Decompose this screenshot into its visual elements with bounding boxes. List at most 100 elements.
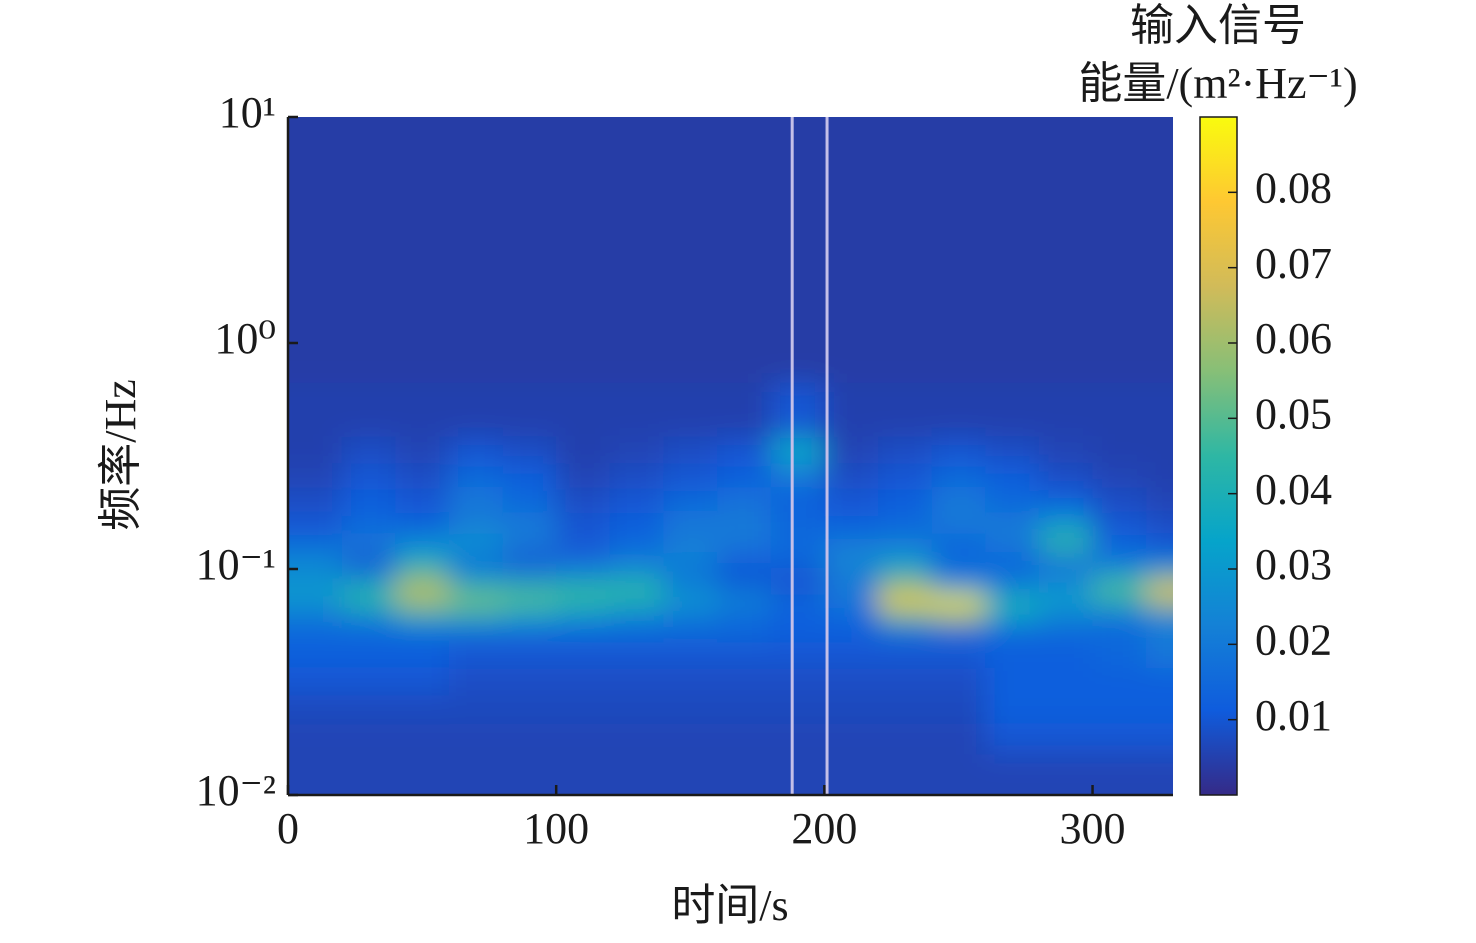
heatmap-cell [288, 607, 343, 624]
heatmap-cell [341, 382, 396, 438]
heatmap-cell [663, 533, 718, 552]
heatmap-cell [556, 594, 611, 609]
heatmap-cell [502, 694, 557, 724]
heatmap-cell [288, 488, 343, 513]
heatmap-cell [717, 274, 772, 383]
heatmap-cell [609, 594, 664, 609]
heatmap-cell [1092, 533, 1147, 552]
heatmap-cell [395, 607, 450, 624]
heatmap-cell [1092, 667, 1147, 696]
heatmap-cell [1092, 488, 1147, 513]
heatmap-cell [878, 667, 933, 696]
heatmap-cell [985, 594, 1040, 609]
heatmap-cell [288, 642, 343, 668]
heatmap-cell [770, 694, 825, 724]
heatmap-cell [663, 463, 718, 489]
heatmap-cell [1146, 607, 1173, 624]
heatmap-cell [824, 533, 879, 552]
heatmap-cell [717, 551, 772, 568]
heatmap-cell [878, 488, 933, 513]
heatmap-cell [288, 753, 343, 795]
heatmap-cell [556, 117, 611, 276]
heatmap-cell [985, 694, 1040, 724]
heatmap-cell [824, 753, 879, 795]
colorbar-title: 能量/(m²·Hz⁻¹) [1078, 59, 1357, 108]
heatmap-cell [448, 753, 504, 795]
heatmap-cell [556, 463, 611, 489]
heatmap-cell [556, 694, 611, 724]
heatmap-cell [878, 642, 933, 668]
heatmap-cell [717, 607, 772, 624]
heatmap-cell [1038, 594, 1094, 609]
heatmap-cell [341, 274, 396, 383]
heatmap-cell [931, 723, 986, 754]
heatmap-cell [770, 436, 825, 465]
heatmap-cell [1038, 667, 1094, 696]
heatmap-cell [502, 667, 557, 696]
heatmap-cell [395, 566, 450, 582]
heatmap-cell [770, 594, 825, 609]
heatmap-cell [1038, 274, 1094, 383]
heatmap-cell [1038, 382, 1094, 438]
heatmap-cell [609, 274, 664, 383]
heatmap-cell [663, 117, 718, 276]
heatmap-cell [663, 723, 718, 754]
heatmap-cell [931, 694, 986, 724]
heatmap-cell [1146, 463, 1173, 489]
heatmap-cell [663, 551, 718, 568]
heatmap-cell [609, 436, 664, 465]
heatmap-cell [288, 723, 343, 754]
overlay: 0 100 200 300 10⁻² 10⁻¹ 10⁰ 10¹ [196, 88, 1173, 853]
colorbar-tick-label: 0.01 [1255, 691, 1332, 740]
heatmap-cell [985, 551, 1040, 568]
heatmap-cell [502, 117, 557, 276]
heatmap-cell [341, 622, 396, 644]
heatmap-cell [448, 667, 504, 696]
heatmap-cell [341, 533, 396, 552]
heatmap-cell [609, 551, 664, 568]
heatmap-cell [985, 642, 1040, 668]
heatmap-cell [985, 581, 1040, 596]
heatmap-cell [341, 594, 396, 609]
heatmap-cell [824, 581, 879, 596]
heatmap-cell [1092, 594, 1147, 609]
heatmap-cell [288, 463, 343, 489]
heatmap-cell [341, 694, 396, 724]
heatmap-cell [1092, 642, 1147, 668]
heatmap-cell [556, 581, 611, 596]
heatmap-cell [824, 642, 879, 668]
heatmap-cell [1146, 753, 1173, 795]
heatmap-cell [985, 463, 1040, 489]
colorbar-tick-label: 0.02 [1255, 615, 1332, 664]
heatmap-cell [448, 436, 504, 465]
heatmap-cell [931, 436, 986, 465]
heatmap-cell [770, 667, 825, 696]
heatmap-cell [878, 533, 933, 552]
heatmap-cell [717, 622, 772, 644]
heatmap-cell [1038, 581, 1094, 596]
heatmap-cell [1146, 642, 1173, 668]
heatmap-cell [556, 551, 611, 568]
heatmap-cell [341, 488, 396, 513]
heatmap-cell [878, 723, 933, 754]
heatmap-cell [878, 753, 933, 795]
heatmap-cell [502, 607, 557, 624]
heatmap-cell [985, 723, 1040, 754]
heatmap-cell [663, 694, 718, 724]
heatmap-cell [824, 488, 879, 513]
heatmap-cell [931, 511, 986, 534]
heatmap-cell [341, 566, 396, 582]
heatmap-cell [1146, 581, 1173, 596]
heatmap-cell [448, 488, 504, 513]
heatmap-cell [502, 551, 557, 568]
heatmap-cell [448, 642, 504, 668]
heatmap-cell [448, 533, 504, 552]
heatmap-cell [931, 581, 986, 596]
heatmap-cell [341, 463, 396, 489]
heatmap-cell [448, 594, 504, 609]
heatmap-cell [878, 566, 933, 582]
heatmap-cell [502, 622, 557, 644]
heatmap-cell [770, 551, 825, 568]
heatmap-cell [609, 607, 664, 624]
